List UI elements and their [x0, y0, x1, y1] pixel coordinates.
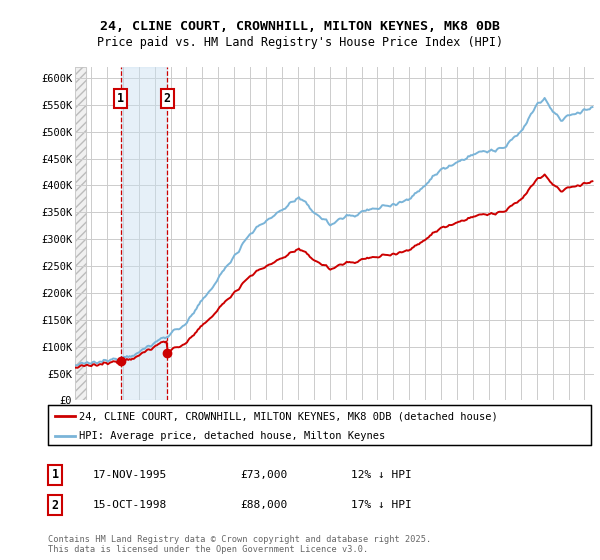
Text: 15-OCT-1998: 15-OCT-1998	[93, 500, 167, 510]
Text: 1: 1	[117, 92, 124, 105]
Text: Contains HM Land Registry data © Crown copyright and database right 2025.: Contains HM Land Registry data © Crown c…	[48, 535, 431, 544]
Text: 17% ↓ HPI: 17% ↓ HPI	[351, 500, 412, 510]
Text: 24, CLINE COURT, CROWNHILL, MILTON KEYNES, MK8 0DB (detached house): 24, CLINE COURT, CROWNHILL, MILTON KEYNE…	[79, 411, 498, 421]
Text: £88,000: £88,000	[240, 500, 287, 510]
Text: 1: 1	[52, 468, 59, 482]
Text: This data is licensed under the Open Government Licence v3.0.: This data is licensed under the Open Gov…	[48, 545, 368, 554]
Bar	[75, 67, 86, 400]
Text: 24, CLINE COURT, CROWNHILL, MILTON KEYNES, MK8 0DB: 24, CLINE COURT, CROWNHILL, MILTON KEYNE…	[100, 20, 500, 33]
Bar	[75, 67, 86, 400]
Text: £73,000: £73,000	[240, 470, 287, 480]
Text: 17-NOV-1995: 17-NOV-1995	[93, 470, 167, 480]
Text: 2: 2	[52, 498, 59, 512]
Bar	[121, 67, 167, 400]
Text: Price paid vs. HM Land Registry's House Price Index (HPI): Price paid vs. HM Land Registry's House …	[97, 36, 503, 49]
Text: 2: 2	[164, 92, 171, 105]
Text: HPI: Average price, detached house, Milton Keynes: HPI: Average price, detached house, Milt…	[79, 431, 386, 441]
Text: 12% ↓ HPI: 12% ↓ HPI	[351, 470, 412, 480]
